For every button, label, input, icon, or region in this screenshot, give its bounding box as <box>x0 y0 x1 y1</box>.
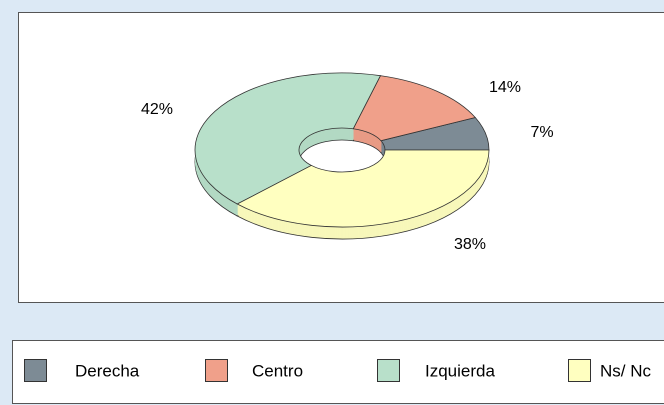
legend-label: Derecha <box>75 361 140 380</box>
slice <box>236 149 490 228</box>
data-label: 7% <box>530 124 553 141</box>
legend: Derecha Centro Izquierda Ns/ Nc <box>24 359 652 382</box>
legend-swatch <box>205 359 228 382</box>
legend-label: Ns/ Nc <box>600 361 652 380</box>
data-label: 38% <box>454 236 486 253</box>
donut: 7% 14% 42% 38% <box>141 72 554 253</box>
data-label: 42% <box>141 101 173 118</box>
slice <box>352 75 477 142</box>
legend-swatch <box>568 359 591 382</box>
legend-label: Centro <box>252 361 303 380</box>
data-label: 14% <box>489 79 521 96</box>
plot-area <box>18 12 664 303</box>
legend-swatch <box>377 359 400 382</box>
legend-box <box>12 340 664 404</box>
slice <box>194 72 382 205</box>
legend-swatch <box>24 359 47 382</box>
legend-label: Izquierda <box>425 361 495 380</box>
